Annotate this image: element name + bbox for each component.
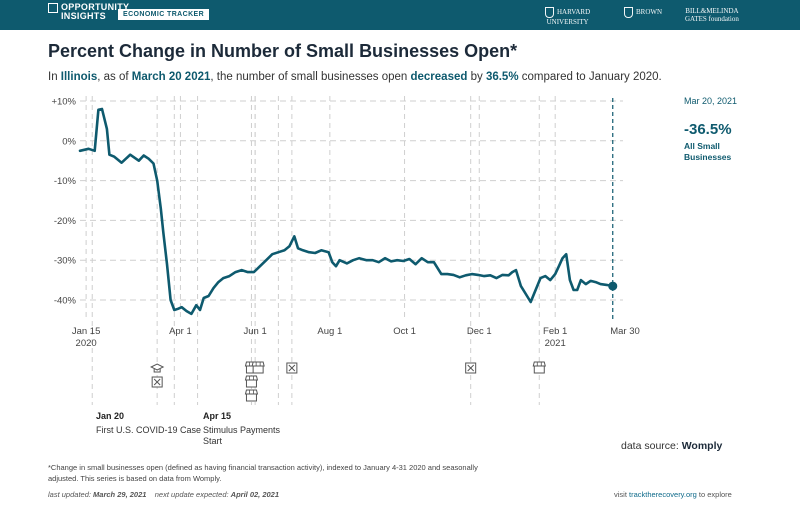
x-tick-label: Dec 1 bbox=[467, 326, 492, 337]
harvard-sub: UNIVERSITY bbox=[546, 18, 589, 26]
visit-link: visit tracktherecovery.org to explore bbox=[614, 490, 732, 499]
closed-icon[interactable] bbox=[286, 362, 298, 374]
subtitle-p2: , as of bbox=[97, 71, 132, 83]
harvard-label: HARVARD bbox=[557, 8, 591, 17]
opportunity-insights-logo[interactable]: OPPORTUNITY INSIGHTS bbox=[48, 3, 129, 21]
brand-line1: OPPORTUNITY bbox=[61, 2, 130, 12]
store-icon[interactable] bbox=[251, 361, 265, 374]
subtitle-date: March 20 2021 bbox=[131, 71, 211, 83]
subtitle-p3: , the number of small businesses open bbox=[210, 71, 411, 83]
subtitle: In Illinois, as of March 20 2021, the nu… bbox=[48, 71, 662, 83]
tracker-link[interactable]: tracktherecovery.org bbox=[629, 490, 697, 499]
x-tick-label: Aug 1 bbox=[317, 326, 342, 337]
y-tick-label: -10% bbox=[54, 176, 77, 187]
economic-tracker-badge[interactable]: ECONOMIC TRACKER bbox=[118, 9, 210, 20]
subtitle-state: Illinois bbox=[60, 71, 98, 83]
y-tick-label: 0% bbox=[62, 136, 76, 147]
visit-suffix: to explore bbox=[696, 490, 732, 499]
y-tick-label: +10% bbox=[51, 97, 76, 108]
last-updated-date: March 29, 2021 bbox=[93, 490, 147, 499]
gates-logo[interactable]: BILL&MELINDA GATES foundation bbox=[685, 7, 739, 23]
x-tick-label: Feb 1 bbox=[543, 326, 567, 337]
current-value-dot bbox=[608, 281, 618, 291]
next-update-date: April 02, 2021 bbox=[230, 490, 280, 499]
x-tick-sublabel: 2020 bbox=[76, 338, 97, 349]
footnote: *Change in small businesses open (define… bbox=[48, 463, 478, 483]
subtitle-direction: decreased bbox=[410, 71, 468, 83]
gates-line1: BILL&MELINDA bbox=[685, 7, 739, 15]
next-update-label: next update expected: bbox=[154, 490, 231, 499]
subtitle-p1: In bbox=[48, 71, 61, 83]
visit-prefix: visit bbox=[614, 490, 629, 499]
data-source: data source: Womply bbox=[621, 440, 722, 452]
source-prefix: data source: bbox=[621, 440, 682, 452]
page-title: Percent Change in Number of Small Busine… bbox=[48, 41, 518, 61]
brown-label: BROWN bbox=[636, 8, 663, 17]
subtitle-p4: by bbox=[467, 71, 486, 83]
store-icon[interactable] bbox=[244, 375, 259, 388]
event-date-stimulus: Apr 15 bbox=[203, 411, 232, 421]
y-tick-label: -40% bbox=[54, 296, 77, 307]
subtitle-value: 36.5% bbox=[485, 71, 519, 83]
current-series-label: All Small Businesses bbox=[684, 141, 732, 162]
gates-line2: GATES foundation bbox=[685, 15, 739, 23]
brand-line2: INSIGHTS bbox=[61, 11, 106, 21]
current-date: Mar 20, 2021 bbox=[684, 96, 738, 106]
harvard-logo[interactable]: HARVARD UNIVERSITY bbox=[545, 7, 590, 26]
top-bar: OPPORTUNITY INSIGHTS ECONOMIC TRACKER HAR… bbox=[0, 0, 800, 30]
x-tick-label: Mar 30 bbox=[610, 326, 640, 337]
x-tick-label: Apr 1 bbox=[169, 326, 192, 337]
event-label-first-case: First U.S. COVID-19 Case bbox=[96, 425, 202, 435]
logo-mark-icon bbox=[48, 3, 58, 13]
store-icon[interactable] bbox=[532, 361, 546, 374]
closed-icon[interactable] bbox=[151, 376, 163, 388]
y-tick-label: -20% bbox=[54, 216, 77, 227]
x-tick-sublabel: 2021 bbox=[545, 338, 566, 349]
store-icon[interactable] bbox=[244, 389, 259, 402]
update-info: last updated: March 29, 2021 next update… bbox=[48, 490, 279, 499]
subtitle-p5: compared to January 2020. bbox=[518, 71, 662, 83]
event-date-first-case: Jan 20 bbox=[96, 411, 125, 421]
closed-icon[interactable] bbox=[465, 362, 477, 374]
x-tick-label: Jan 15 bbox=[72, 326, 101, 337]
source-name[interactable]: Womply bbox=[681, 440, 723, 452]
brown-shield-icon bbox=[624, 7, 633, 18]
current-value: -36.5% bbox=[684, 121, 732, 138]
last-updated-label: last updated: bbox=[48, 490, 94, 499]
school-icon[interactable] bbox=[150, 363, 165, 373]
event-label-stimulus: Stimulus Payments Start bbox=[203, 425, 281, 446]
series-line-all-small-businesses bbox=[78, 107, 615, 316]
y-tick-label: -30% bbox=[54, 256, 77, 267]
x-tick-label: Jun 1 bbox=[244, 326, 267, 337]
x-tick-label: Oct 1 bbox=[393, 326, 416, 337]
brown-logo[interactable]: BROWN bbox=[624, 7, 662, 18]
